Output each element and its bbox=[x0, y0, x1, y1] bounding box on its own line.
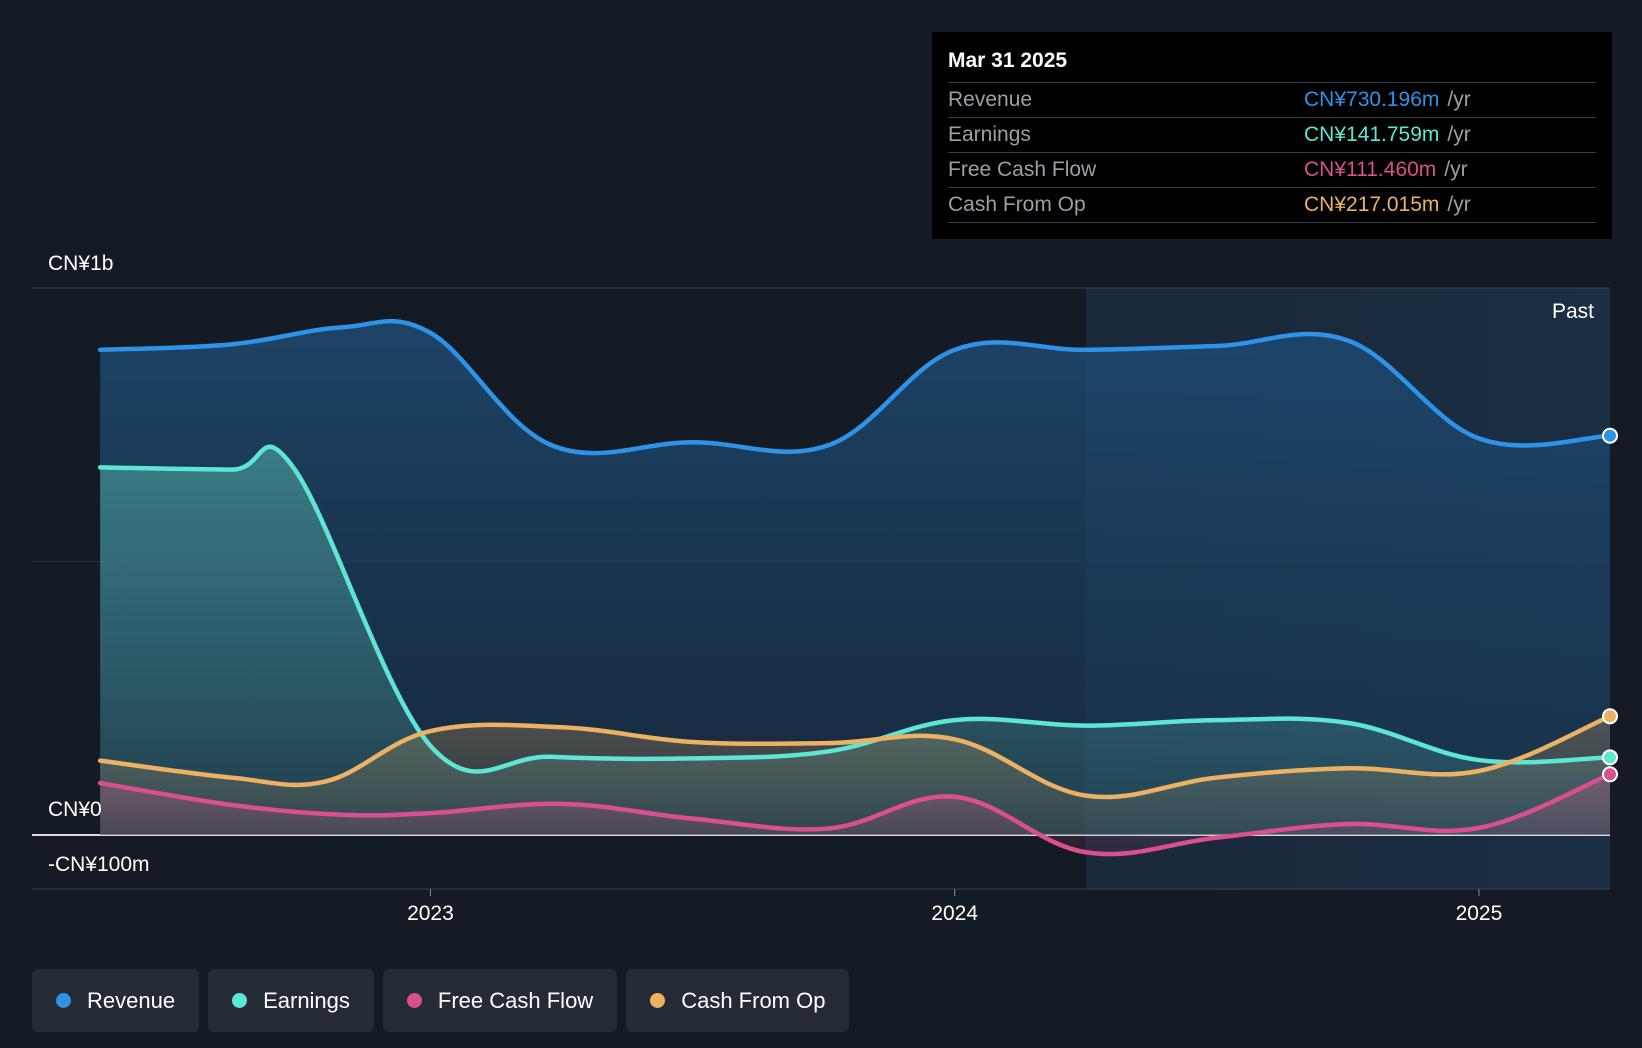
x-tick-label: 2023 bbox=[407, 902, 454, 925]
tooltip-unit: /yr bbox=[1447, 123, 1471, 146]
legend-label: Cash From Op bbox=[681, 987, 826, 1013]
series-fills bbox=[100, 321, 1610, 855]
tooltip-value: CN¥111.460m bbox=[1304, 158, 1437, 181]
area-cash-from-op bbox=[100, 716, 1610, 835]
tooltip-unit: /yr bbox=[1447, 193, 1471, 216]
line-free-cash-flow bbox=[97, 772, 1613, 857]
past-label: Past bbox=[1551, 300, 1594, 323]
series-end-dots bbox=[1602, 427, 1618, 783]
legend-dot-icon bbox=[650, 993, 666, 1008]
legend-dot-icon bbox=[406, 993, 422, 1008]
tooltip-value: CN¥141.759m bbox=[1304, 123, 1440, 146]
legend-item-cash-from-op[interactable]: Cash From Op bbox=[626, 969, 850, 1032]
tooltip-panel: Mar 31 2025 Revenue CN¥730.196m/yr Earning… bbox=[932, 32, 1612, 239]
tooltip-row-cash-from-op: Cash From Op CN¥217.015m/yr bbox=[948, 188, 1596, 223]
end-point-earnings[interactable] bbox=[1602, 749, 1618, 766]
tooltip-label: Revenue bbox=[948, 88, 1033, 111]
end-point-free-cash-flow[interactable] bbox=[1602, 766, 1618, 783]
tooltip-label: Free Cash Flow bbox=[948, 158, 1097, 181]
tooltip-row-earnings: Earnings CN¥141.759m/yr bbox=[948, 118, 1596, 153]
line-earnings bbox=[97, 444, 1613, 774]
legend-label: Earnings bbox=[263, 987, 350, 1013]
area-revenue bbox=[100, 321, 1610, 836]
tooltip-label: Earnings bbox=[948, 123, 1031, 146]
tooltip-unit: /yr bbox=[1444, 158, 1468, 181]
tooltip-label: Cash From Op bbox=[948, 193, 1086, 216]
line-revenue bbox=[97, 318, 1613, 456]
y-tick-label-top: CN¥1b bbox=[48, 252, 114, 275]
legend-dot-icon bbox=[232, 993, 248, 1008]
tooltip-value: CN¥730.196m bbox=[1304, 88, 1440, 111]
legend-label: Revenue bbox=[87, 987, 176, 1013]
line-cash-from-op bbox=[97, 714, 1613, 800]
x-tick-label: 2024 bbox=[931, 902, 979, 925]
legend-item-revenue[interactable]: Revenue bbox=[32, 969, 200, 1032]
series-lines bbox=[97, 318, 1613, 857]
legend-label: Free Cash Flow bbox=[437, 987, 594, 1013]
legend: Revenue Earnings Free Cash Flow Cash From O… bbox=[32, 969, 850, 1032]
tooltip-row-free-cash-flow: Free Cash Flow CN¥111.460m/yr bbox=[948, 153, 1596, 188]
y-tick-label-negative: -CN¥100m bbox=[48, 853, 150, 876]
end-point-revenue[interactable] bbox=[1602, 427, 1618, 444]
legend-item-earnings[interactable]: Earnings bbox=[208, 969, 374, 1032]
x-tick-label: 2025 bbox=[1455, 902, 1503, 925]
area-earnings bbox=[100, 446, 1610, 835]
y-tick-label-zero: CN¥0 bbox=[48, 798, 102, 821]
tooltip-rows: Revenue CN¥730.196m/yr Earnings CN¥141.759m… bbox=[948, 83, 1596, 223]
tooltip-value: CN¥217.015m bbox=[1304, 193, 1440, 216]
tooltip-unit: /yr bbox=[1447, 88, 1471, 111]
legend-dot-icon bbox=[56, 993, 71, 1008]
end-point-cash-from-op[interactable] bbox=[1602, 708, 1618, 725]
legend-item-free-cash-flow[interactable]: Free Cash Flow bbox=[382, 969, 618, 1032]
tooltip-date: Mar 31 2025 bbox=[948, 46, 1596, 83]
tooltip-row-revenue: Revenue CN¥730.196m/yr bbox=[948, 83, 1596, 118]
